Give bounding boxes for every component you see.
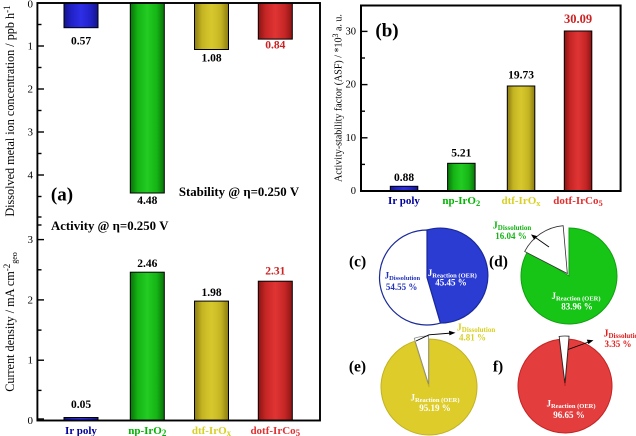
svg-text:JReaction (OER): JReaction (OER)	[546, 399, 595, 411]
svg-text:(e): (e)	[349, 359, 366, 376]
svg-text:96.65 %: 96.65 %	[553, 410, 585, 420]
svg-text:Ir poly: Ir poly	[388, 195, 420, 207]
svg-text:20: 20	[346, 80, 357, 91]
svg-text:Dissolved metal ion concentrat: Dissolved metal ion concentration / ppb …	[2, 5, 17, 216]
svg-text:(a): (a)	[51, 185, 73, 206]
svg-text:19.73: 19.73	[508, 70, 534, 82]
svg-text:Current density / mA cm-2geo: Current density / mA cm-2geo	[2, 252, 19, 392]
svg-text:95.19 %: 95.19 %	[419, 403, 451, 413]
svg-text:Ir poly: Ir poly	[65, 425, 97, 436]
svg-text:10: 10	[346, 133, 357, 144]
svg-text:JDissolution: JDissolution	[385, 271, 421, 283]
svg-text:Activity @ η=0.250 V: Activity @ η=0.250 V	[51, 219, 169, 233]
svg-text:4: 4	[28, 170, 34, 182]
svg-text:dotf-IrCo5: dotf-IrCo5	[553, 195, 602, 208]
svg-text:1: 1	[28, 355, 34, 367]
svg-text:f): f)	[493, 359, 503, 376]
svg-text:5.21: 5.21	[451, 148, 471, 160]
svg-text:1.98: 1.98	[201, 287, 221, 299]
svg-text:JDissolution: JDissolution	[457, 323, 496, 335]
svg-text:45.45 %: 45.45 %	[435, 278, 467, 288]
svg-text:0.84: 0.84	[265, 40, 285, 52]
svg-text:JReaction (OER): JReaction (OER)	[428, 268, 477, 280]
svg-text:Activity-stability factor (ASF: Activity-stability factor (ASF) / *103 a…	[331, 14, 345, 182]
svg-text:1: 1	[28, 41, 34, 53]
svg-text:83.96 %: 83.96 %	[561, 302, 593, 312]
svg-text:dotf-IrCo5: dotf-IrCo5	[250, 425, 300, 436]
svg-text:0.88: 0.88	[394, 172, 414, 184]
svg-text:2: 2	[28, 294, 34, 306]
svg-text:3: 3	[28, 234, 34, 246]
svg-text:2.31: 2.31	[265, 266, 285, 278]
svg-text:0: 0	[351, 186, 356, 197]
svg-text:30.09: 30.09	[564, 12, 592, 26]
svg-text:JDissolution: JDissolution	[493, 221, 532, 233]
svg-text:2: 2	[28, 84, 34, 96]
svg-text:0.05: 0.05	[71, 399, 91, 411]
svg-text:30: 30	[346, 26, 357, 37]
svg-text:2.46: 2.46	[137, 258, 157, 270]
svg-text:np-IrO2: np-IrO2	[128, 425, 167, 436]
svg-text:dtf-IrOx: dtf-IrOx	[501, 195, 541, 208]
svg-text:0: 0	[28, 0, 34, 11]
svg-text:Stability @ η=0.250 V: Stability @ η=0.250 V	[179, 185, 300, 199]
svg-text:0.57: 0.57	[71, 36, 91, 48]
svg-text:(b): (b)	[375, 21, 398, 42]
svg-text:JDissolution: JDissolution	[604, 329, 636, 341]
svg-text:3.35 %: 3.35 %	[605, 339, 632, 349]
svg-text:1.08: 1.08	[201, 53, 221, 65]
svg-text:4.81 %: 4.81 %	[459, 333, 486, 343]
svg-text:dtf-IrOx: dtf-IrOx	[192, 425, 232, 436]
svg-text:54.55 %: 54.55 %	[386, 282, 418, 292]
svg-text:16.04 %: 16.04 %	[495, 231, 527, 241]
svg-text:(d): (d)	[489, 254, 508, 271]
svg-text:(c): (c)	[349, 254, 366, 271]
svg-text:4.48: 4.48	[137, 195, 157, 207]
svg-text:JReaction (OER): JReaction (OER)	[410, 393, 459, 405]
svg-text:0: 0	[28, 415, 34, 427]
svg-text:np-IrO2: np-IrO2	[442, 195, 480, 208]
svg-text:3: 3	[28, 127, 34, 139]
svg-text:JReaction (OER): JReaction (OER)	[551, 291, 600, 303]
